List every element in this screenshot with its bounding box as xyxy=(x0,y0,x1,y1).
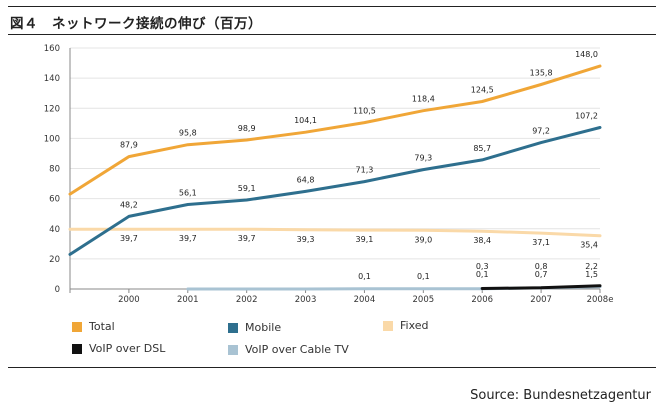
data-label-total: 118,4 xyxy=(412,95,435,104)
x-tick-label: 2008e xyxy=(587,295,614,305)
data-label-voip-over-dsl: 0,8 xyxy=(535,262,548,271)
data-label-voip-over-cable-tv: 1,5 xyxy=(585,270,598,279)
data-label-voip-over-cable-tv: 0,7 xyxy=(535,270,548,279)
y-tick-label: 120 xyxy=(44,104,60,114)
data-label-total: 148,0 xyxy=(575,50,598,59)
y-tick-label: 80 xyxy=(49,165,60,175)
series-line-total xyxy=(68,64,602,196)
data-label-total: 110,5 xyxy=(353,107,376,116)
data-label-voip-over-dsl: 2,2 xyxy=(585,262,598,271)
y-tick-label: 140 xyxy=(44,74,60,84)
data-label-total: 124,5 xyxy=(471,85,494,94)
y-tick-label: 100 xyxy=(44,134,60,144)
x-tick-label: 2000 xyxy=(118,295,140,305)
data-label-total: 87,9 xyxy=(120,141,138,150)
legend-item-voip-dsl: VoIP over DSL xyxy=(72,342,165,355)
x-tick-label: 2004 xyxy=(354,295,376,305)
data-label-voip-over-cable-tv: 0,1 xyxy=(358,272,371,281)
y-tick-label: 20 xyxy=(49,255,60,265)
x-tick-label: 2003 xyxy=(295,295,317,305)
data-label-fixed: 38,4 xyxy=(473,236,491,245)
data-label-mobile: 85,7 xyxy=(473,144,491,153)
data-label-mobile: 59,1 xyxy=(238,184,256,193)
data-label-mobile: 71,3 xyxy=(356,166,374,175)
top-rule xyxy=(8,6,656,7)
data-label-mobile: 79,3 xyxy=(414,154,432,163)
legend-item-voip-cable: VoIP over Cable TV xyxy=(228,343,349,356)
legend-label-voip-cable: VoIP over Cable TV xyxy=(245,343,349,356)
data-label-voip-over-cable-tv: 0,1 xyxy=(476,270,489,279)
series-line-mobile xyxy=(68,126,602,256)
series-line-voip-over-dsl xyxy=(480,284,602,290)
line-chart: 0 20 40 60 80 100 120 140 160 2000 2001 2002 2003 200… xyxy=(44,44,614,305)
x-tick-label: 2006 xyxy=(471,295,493,305)
data-label-mobile: 107,2 xyxy=(575,112,598,121)
data-label-mobile: 97,2 xyxy=(532,127,550,136)
data-label-fixed: 39,7 xyxy=(120,234,138,243)
y-tick-label: 160 xyxy=(44,44,60,54)
legend-item-fixed: Fixed xyxy=(383,319,429,332)
source-credit: Source: Bundesnetzagentur xyxy=(470,388,651,403)
data-label-total: 98,9 xyxy=(238,124,256,133)
data-label-fixed: 35,4 xyxy=(580,241,598,250)
x-tick-label: 2002 xyxy=(236,295,258,305)
data-label-fixed: 39,7 xyxy=(179,234,197,243)
legend-item-total: Total xyxy=(72,320,115,333)
title-rule xyxy=(8,34,656,35)
data-label-fixed: 39,3 xyxy=(297,235,315,244)
legend-swatch-mobile xyxy=(228,322,238,333)
legend-swatch-voip-dsl xyxy=(72,343,82,354)
data-label-fixed: 37,1 xyxy=(532,238,550,247)
y-tick-label: 0 xyxy=(55,285,60,295)
data-label-total: 135,8 xyxy=(530,68,553,77)
x-tick-label: 2005 xyxy=(413,295,435,305)
figure-title: 図４ ネットワーク接続の伸び（百万） xyxy=(10,16,262,32)
data-label-mobile: 56,1 xyxy=(179,188,197,197)
legend-label-voip-dsl: VoIP over DSL xyxy=(89,342,166,355)
y-tick-label: 40 xyxy=(49,225,60,235)
x-tick-label: 2007 xyxy=(530,295,552,305)
legend-label-fixed: Fixed xyxy=(400,319,429,332)
legend-swatch-voip-cable xyxy=(228,344,238,355)
data-label-voip-over-cable-tv: 0,1 xyxy=(417,272,430,281)
data-label-total: 104,1 xyxy=(294,116,317,125)
data-label-mobile: 64,8 xyxy=(297,175,315,184)
legend-item-mobile: Mobile xyxy=(228,321,281,334)
series-line-fixed xyxy=(68,227,602,238)
data-label-fixed: 39,7 xyxy=(238,234,256,243)
y-tick-label: 60 xyxy=(49,195,60,205)
legend-swatch-fixed xyxy=(383,320,393,331)
x-tick-label: 2001 xyxy=(177,295,199,305)
data-label-voip-over-dsl: 0,3 xyxy=(476,262,489,271)
data-label-fixed: 39,0 xyxy=(414,235,432,244)
legend-label-mobile: Mobile xyxy=(245,321,282,334)
legend-swatch-total xyxy=(72,321,82,332)
data-label-total: 95,8 xyxy=(179,129,197,138)
legend-label-total: Total xyxy=(89,320,115,333)
data-label-mobile: 48,2 xyxy=(120,200,138,209)
data-label-fixed: 39,1 xyxy=(356,235,374,244)
bottom-rule xyxy=(8,367,656,368)
